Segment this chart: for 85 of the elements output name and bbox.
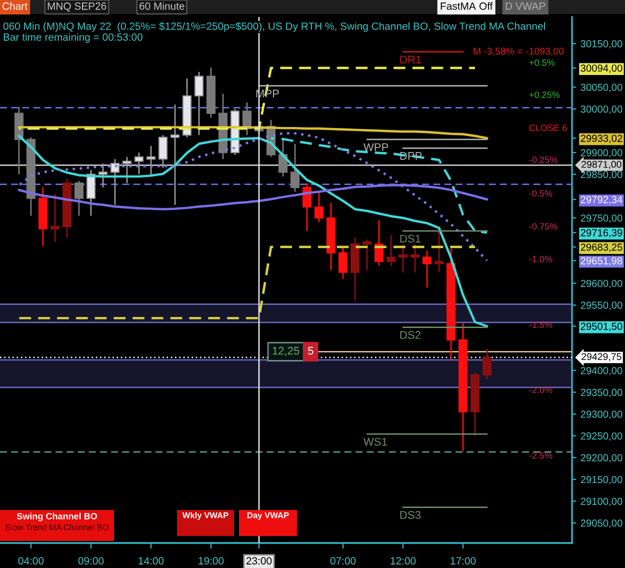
x-tick-label: 12:00 [390, 557, 416, 565]
candlestick [50, 193, 60, 243]
ref-line-label: 29871,00 [582, 160, 622, 169]
text: Bar time remaining = 00:53:00 [4, 33, 142, 43]
y-tick-label: 29550,00 [580, 302, 622, 310]
text: +0.5% [529, 59, 555, 66]
y-tick-label: 30150,00 [580, 40, 622, 49]
candlestick [122, 156, 132, 184]
text: D VWAP [506, 2, 546, 10]
candlestick [110, 158, 120, 206]
candlestick [314, 191, 324, 223]
annotation: Swing Channel BO [16, 512, 97, 522]
y-tick-label: 29400,00 [580, 367, 622, 376]
text: -1.0% [529, 256, 552, 262]
y-tick-label: 29150,00 [580, 476, 622, 484]
y-tick-label: 29750,00 [580, 214, 622, 223]
candlestick [170, 104, 180, 206]
text: CLOSE 6 [529, 124, 567, 132]
series-label: DS1 [400, 234, 420, 243]
y-tick-label: 29716,39 [580, 229, 622, 238]
text: MNQ SEP26 [48, 2, 106, 12]
y-tick-label: 29933,02 [580, 134, 622, 144]
candlestick [194, 71, 204, 136]
annotation: 12,25 [272, 346, 300, 356]
y-tick-label: 29600,00 [580, 280, 622, 288]
x-tick-label: 09:00 [78, 557, 104, 565]
candlestick [158, 134, 168, 168]
candlestick [386, 234, 396, 267]
candlestick [98, 162, 108, 188]
candlestick [290, 143, 300, 192]
y-tick-label: 29250,00 [580, 432, 622, 441]
series-label: WPP [363, 143, 388, 151]
y-tick-label: 29683,25 [580, 244, 622, 252]
candlestick [398, 243, 408, 274]
x-tick-label: 19:00 [198, 557, 224, 565]
x-tick-label: 04:00 [18, 557, 44, 565]
candlestick [338, 246, 348, 280]
chart-title: 060 Min (M)NQ May 22 (0.25%= $125/1%=250p=$500), US Dy RTH %, Swing Channel BO, Slow Trend MA Channel [3, 22, 545, 32]
annotation: Slow Trend MA Channel BO [6, 524, 108, 530]
y-tick-label: 30094,00 [580, 64, 622, 73]
x-tick-label: 07:00 [330, 557, 356, 565]
text: -2.0% [529, 386, 552, 394]
text: -0.25% [529, 156, 558, 163]
text: +0.25% [529, 92, 560, 98]
y-tick-label: 29900,00 [580, 149, 622, 158]
text: -0.75% [529, 223, 558, 230]
y-tick-label: 29350,00 [580, 388, 622, 398]
y-tick-label: 29300,00 [580, 410, 622, 419]
candlestick [482, 348, 492, 380]
candlestick [434, 230, 444, 274]
annotation: M -3,58% = -1093,00 [474, 48, 564, 56]
series-label: DS2 [400, 331, 420, 339]
series-label: DR1 [400, 56, 422, 64]
candlestick [410, 243, 420, 274]
y-tick-label: 29050,00 [580, 520, 622, 528]
y-tick-label: 29792,34 [580, 196, 622, 204]
candlestick [134, 152, 144, 176]
text: -1.5% [529, 321, 552, 328]
series-label: WS1 [363, 438, 387, 446]
annotation: Wkly VWAP [182, 512, 228, 520]
candlestick [422, 250, 432, 288]
y-tick-label: 29850,00 [580, 170, 622, 180]
x-tick-label: 17:00 [450, 557, 476, 565]
candlestick [74, 180, 84, 216]
y-tick-label: 30050,00 [580, 84, 622, 92]
annotation: 5 [308, 346, 314, 355]
y-tick-label: 30000,00 [580, 106, 622, 114]
text: Off [479, 2, 493, 10]
y-tick-label: 29651,98 [580, 257, 622, 266]
candlestick [86, 169, 96, 216]
x-tick-label: 14:00 [138, 557, 164, 565]
text: Chart [2, 2, 28, 10]
series-label: DS3 [400, 511, 421, 519]
y-tick-label: 29100,00 [580, 498, 622, 506]
y-tick-label: 29200,00 [580, 454, 622, 463]
x-tick-label: 23:00 [246, 557, 272, 565]
candlestick [362, 238, 372, 271]
y-tick-label: 29501,50 [580, 322, 622, 332]
annotation: Day VWAP [247, 512, 289, 520]
text: -0.5% [529, 190, 552, 197]
candlestick [146, 145, 156, 178]
text: FastMA [440, 2, 476, 10]
text: -2.5% [529, 452, 552, 459]
ref-line-label: 29429,75 [582, 353, 622, 362]
text: 60 Minute [140, 2, 184, 10]
